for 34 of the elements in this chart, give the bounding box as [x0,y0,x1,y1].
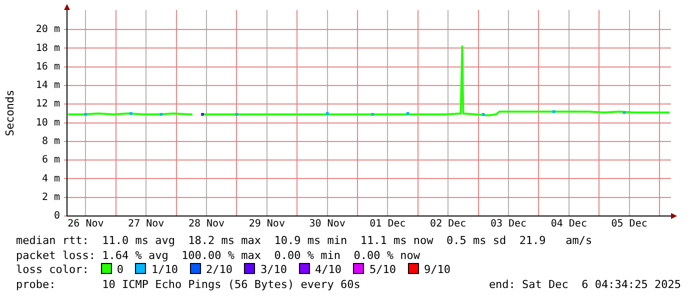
y-tick-label: 0 [54,210,60,222]
legend-label: 4/10 [314,263,342,276]
y-tick-label: 8 m [42,136,60,148]
x-tick-label: 04 Dec [550,218,587,230]
x-tick-label: 28 Nov [188,218,225,230]
y-tick-label: 2 m [42,192,60,203]
x-tick-label: 01 Dec [370,218,406,230]
text: median rtt: 11.0 ms avg 18.2 ms max 10.9 ms min 11.1 ms now 0.5 ms sd 21.9 am/s [16,234,592,247]
x-tick-label: 02 Dec [430,218,466,230]
x-tick-label: 27 Nov [128,218,164,230]
y-tick-label: 16 m [36,61,60,72]
legend-label: 9/10 [424,263,450,276]
y-tick-label: 6 m [42,154,60,166]
text: end: Sat Dec 6 04:34:25 2025 [488,278,681,290]
legend-label: 5/10 [369,263,396,276]
legend-title: loss color: [16,263,89,276]
legend-label: 3/10 [260,263,287,276]
y-tick-label: 20 m [36,24,60,36]
legend-label: 1/10 [151,263,178,276]
text: probe: 10 ICMP Echo Pings (56 Bytes) every 60s [16,278,360,290]
text: packet loss: 1.64 % avg 100.00 % max 0.00 % min 0.00 % now [16,248,420,262]
x-tick-label: 29 Nov [248,218,285,230]
x-tick-label: 05 Dec [611,218,648,230]
y-tick-label: 4 m [42,173,60,184]
x-tick-label: 03 Dec [490,218,527,230]
x-tick-label: 30 Nov [309,218,346,230]
y-axis-title: Seconds [3,90,16,136]
y-tick-label: 14 m [36,80,60,92]
legend-label: 2/10 [206,263,232,276]
x-tick-label: 26 Nov [68,218,104,230]
y-tick-label: 18 m [36,42,60,54]
y-tick-label: 10 m [36,117,60,128]
legend-label: 0 [116,263,124,276]
y-tick-label: 12 m [36,98,60,110]
